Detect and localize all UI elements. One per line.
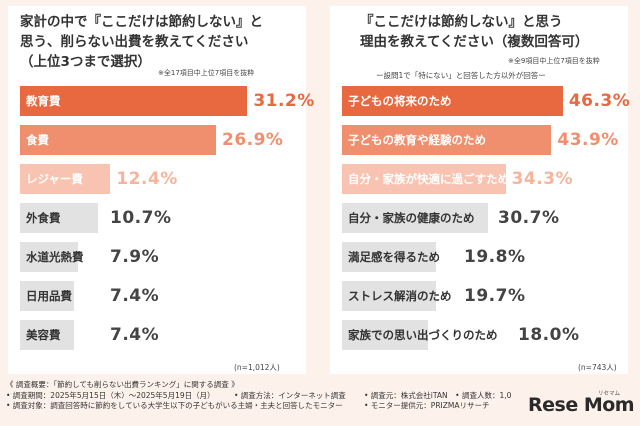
resemom-logo: Rese Mom [528, 394, 635, 416]
bar [342, 86, 563, 116]
left-title-line-2: 思う、削らない出費を教えてください [20, 34, 249, 50]
bar [342, 242, 437, 272]
right-title: 『ここだけは節約しない』と思う 理由を教えてください（複数回答可） [360, 12, 588, 52]
footer-line-1: 《 調査概要：「節約しても削らない出費ランキング」に関する調査 》 [6, 380, 239, 389]
value-label: 12.4% [116, 169, 178, 189]
bar [342, 320, 428, 350]
footer-target: • 調査対象：調査回答時に節約をしている大学生以下の子どもがいる主婦・主夫と回答… [6, 401, 343, 410]
value-label: 10.7% [110, 208, 172, 228]
category-label: 家族での思い出づくりのため [348, 328, 498, 342]
value-label: 7.4% [110, 325, 160, 345]
value-label: 43.9% [557, 130, 619, 150]
footer-method: • 調査方法：インターネット調査 [234, 390, 346, 400]
bar [20, 320, 74, 350]
category-label: 子どもの将来のため [348, 94, 452, 108]
value-label: 7.9% [110, 247, 160, 267]
value-label: 19.7% [464, 286, 526, 306]
category-label: 美容費 [26, 328, 61, 342]
bar [20, 164, 111, 194]
bar [20, 242, 78, 272]
right-sample-size: (n=743人) [578, 363, 617, 372]
bar [342, 164, 506, 194]
footer-source: • 調査元：株式会社iTAN • 調査人数：1,0 [364, 390, 512, 400]
right-title-line-2: 理由を教えてください（複数回答可） [360, 34, 589, 50]
category-label: 自分・家族が快適に過ごすため [348, 172, 510, 186]
category-label: 教育費 [26, 94, 61, 108]
category-label: 水道光熱費 [26, 250, 84, 264]
bar [20, 86, 248, 116]
category-label: 外食費 [26, 211, 61, 225]
left-panel: 家計の中で『ここだけは節約しない』と 思う、削らない出費を教えてください （上位… [8, 6, 314, 374]
bar [342, 281, 436, 311]
value-label: 46.3% [568, 91, 631, 111]
category-label: 子どもの教育や経験のため [348, 133, 486, 147]
bar [20, 125, 216, 155]
footer-line-3: • 調査対象：調査回答時に節約をしている大学生以下の子どもがいる主婦・主夫と回答… [6, 401, 566, 412]
footer-provider: • モニター提供元：PRIZMAリサーチ [364, 401, 490, 410]
left-title-line-1: 家計の中で『ここだけは節約しない』と [20, 14, 263, 30]
value-label: 7.4% [110, 286, 160, 306]
bar [20, 281, 74, 311]
left-note: ※全17項目中上位7項目を抜粋 [158, 69, 255, 77]
category-label: 食費 [26, 133, 49, 147]
category-label: 満足感を得るため [348, 250, 440, 264]
right-subnote: ー設問1で「特にない」と回答した方以外が回答ー [376, 71, 546, 80]
category-label: 自分・家族の健康のため [348, 211, 475, 225]
footer-period: • 調査期間：2025年5月15日（木）～2025年5月19日（月） [6, 390, 215, 400]
survey-footer: 《 調査概要：「節約しても削らない出費ランキング」に関する調査 》 • 調査期間… [6, 380, 566, 412]
right-note: ※全9項目中上位7項目を抜粋 [508, 57, 600, 65]
left-title-line-3: （上位3つまで選択） [20, 54, 151, 70]
value-label: 34.3% [511, 169, 574, 189]
left-title: 家計の中で『ここだけは節約しない』と 思う、削らない出費を教えてください （上位… [20, 12, 263, 72]
bar [342, 203, 489, 233]
category-label: ストレス解消のため [348, 289, 452, 303]
bar [342, 125, 552, 155]
value-label: 18.0% [518, 325, 580, 345]
category-label: レジャー費 [26, 172, 83, 186]
value-label: 30.7% [498, 208, 560, 228]
category-label: 日用品費 [26, 289, 72, 303]
right-panel: 『ここだけは節約しない』と思う 理由を教えてください（複数回答可） ※全9項目中… [330, 6, 631, 374]
value-label: 31.2% [253, 91, 315, 111]
value-label: 26.9% [221, 130, 284, 150]
value-label: 19.8% [464, 247, 526, 267]
footer-line-2: • 調査期間：2025年5月15日（木）～2025年5月19日（月） • 調査方法… [6, 391, 566, 402]
right-title-line-1: 『ここだけは節約しない』と思う [360, 14, 563, 30]
left-sample-size: (n=1,012人) [234, 363, 280, 372]
logo-subtext: リセマム [598, 391, 621, 397]
bar [20, 203, 98, 233]
